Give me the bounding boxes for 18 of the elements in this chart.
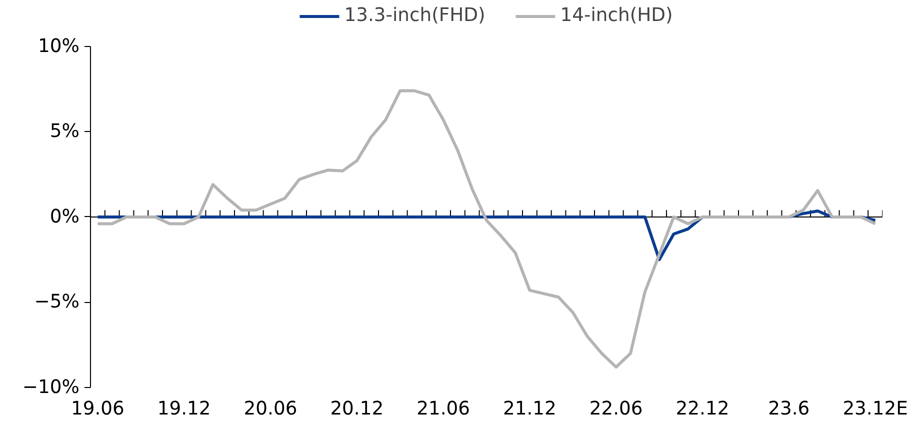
x-tick-label: 20.12 [330,398,384,420]
x-tick-label: 19.06 [70,398,124,420]
x-tick-label: 19.12 [157,398,211,420]
y-tick-label: 10% [38,36,80,57]
x-tick-label: 23.12E [842,398,908,420]
y-tick-label: 0% [50,206,80,228]
legend-label: 13.3-inch(FHD) [344,5,486,26]
legend-label: 14-inch(HD) [560,5,673,26]
x-tick-label: 22.06 [589,398,643,420]
y-tick-label: −10% [22,377,80,398]
x-tick-label: 21.12 [502,398,556,420]
x-tick-label: 21.06 [416,398,470,420]
x-tick-label: 23.6 [768,398,810,420]
x-tick-label: 20.06 [244,398,298,420]
y-tick-label: −5% [34,292,80,313]
line-series [96,89,877,369]
x-tick-label: 22.12 [676,398,730,420]
y-tick-label: 5% [50,121,80,142]
